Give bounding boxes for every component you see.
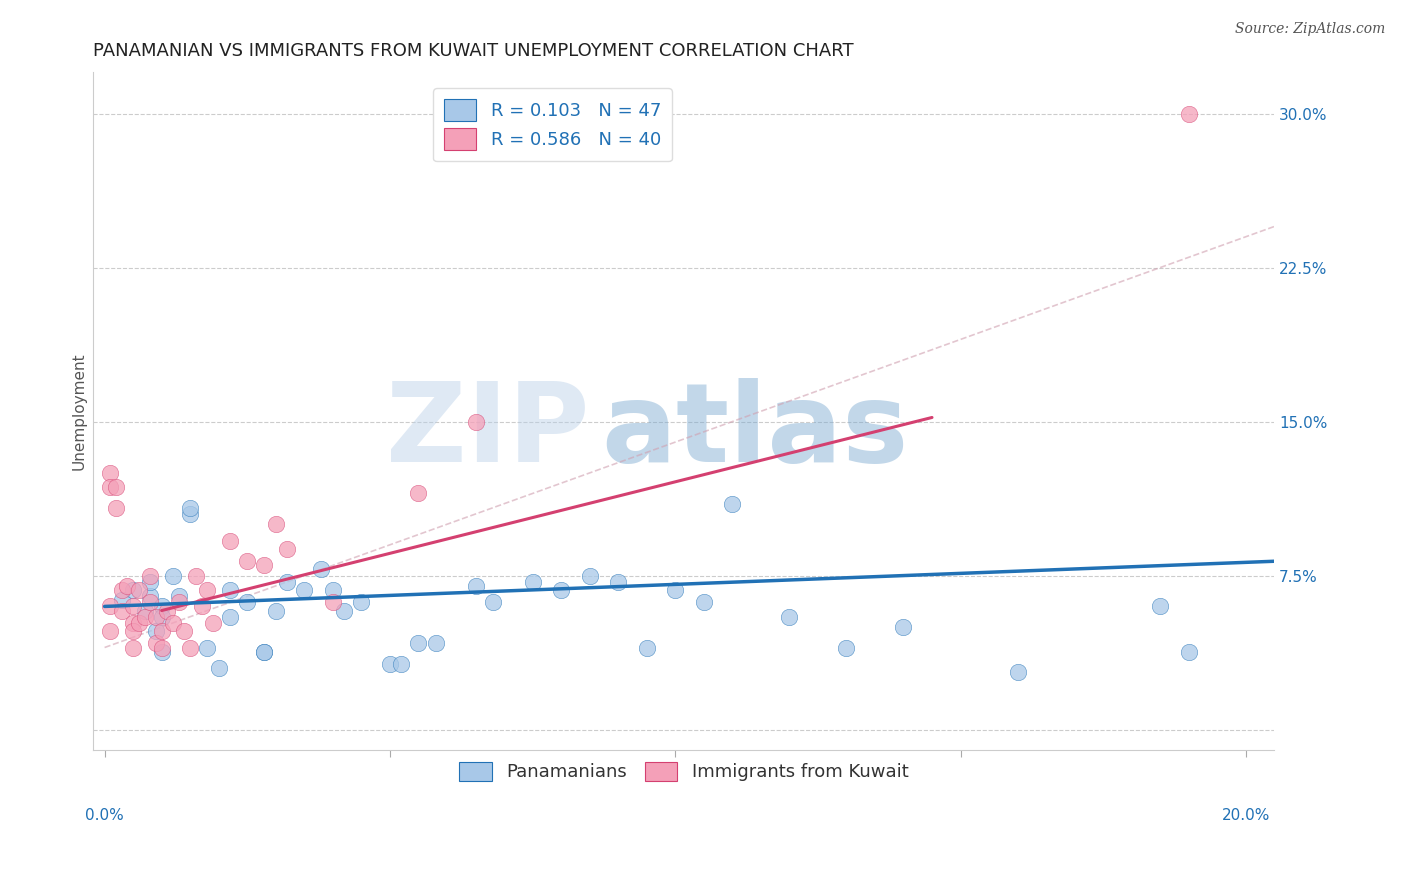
Point	[389, 657, 412, 671]
Point	[179, 500, 201, 515]
Point	[292, 582, 315, 597]
Point	[134, 603, 156, 617]
Point	[893, 620, 915, 634]
Point	[1178, 645, 1201, 659]
Point	[139, 589, 162, 603]
Point	[122, 615, 145, 630]
Point	[253, 645, 276, 659]
Point	[522, 574, 544, 589]
Point	[162, 568, 184, 582]
Point	[173, 624, 195, 638]
Point	[139, 568, 162, 582]
Point	[202, 615, 225, 630]
Point	[139, 595, 162, 609]
Point	[98, 624, 121, 638]
Point	[117, 579, 139, 593]
Point	[253, 645, 276, 659]
Point	[150, 645, 173, 659]
Point	[835, 640, 858, 655]
Point	[98, 466, 121, 480]
Text: 0.0%: 0.0%	[86, 808, 124, 822]
Point	[778, 609, 800, 624]
Point	[253, 558, 276, 573]
Text: PANAMANIAN VS IMMIGRANTS FROM KUWAIT UNEMPLOYMENT CORRELATION CHART: PANAMANIAN VS IMMIGRANTS FROM KUWAIT UNE…	[93, 42, 853, 60]
Point	[111, 593, 134, 607]
Point	[128, 615, 150, 630]
Point	[167, 595, 190, 609]
Point	[122, 624, 145, 638]
Point	[1178, 106, 1201, 120]
Point	[98, 599, 121, 614]
Text: atlas: atlas	[602, 378, 908, 485]
Point	[122, 599, 145, 614]
Point	[184, 568, 207, 582]
Point	[408, 636, 430, 650]
Point	[105, 480, 128, 494]
Point	[150, 640, 173, 655]
Point	[150, 609, 173, 624]
Point	[145, 624, 167, 638]
Point	[190, 599, 212, 614]
Point	[122, 640, 145, 655]
Point	[693, 595, 716, 609]
Point	[219, 609, 242, 624]
Point	[721, 497, 744, 511]
Point	[607, 574, 630, 589]
Point	[311, 562, 333, 576]
Point	[481, 595, 503, 609]
Point	[128, 582, 150, 597]
Point	[105, 500, 128, 515]
Point	[350, 595, 373, 609]
Point	[464, 415, 486, 429]
Point	[378, 657, 401, 671]
Point	[195, 640, 218, 655]
Point	[578, 568, 600, 582]
Point	[145, 636, 167, 650]
Point	[219, 582, 242, 597]
Point	[111, 603, 134, 617]
Point	[111, 582, 134, 597]
Text: Source: ZipAtlas.com: Source: ZipAtlas.com	[1234, 22, 1385, 37]
Point	[333, 603, 356, 617]
Point	[550, 582, 572, 597]
Point	[1149, 599, 1171, 614]
Point	[636, 640, 658, 655]
Point	[264, 603, 287, 617]
Point	[134, 609, 156, 624]
Point	[408, 486, 430, 500]
Point	[219, 533, 242, 548]
Point	[276, 574, 298, 589]
Text: 20.0%: 20.0%	[1222, 808, 1270, 822]
Point	[150, 624, 173, 638]
Y-axis label: Unemployment: Unemployment	[72, 352, 86, 470]
Point	[425, 636, 447, 650]
Point	[150, 599, 173, 614]
Point	[208, 661, 231, 675]
Point	[195, 582, 218, 597]
Point	[464, 579, 486, 593]
Point	[145, 609, 167, 624]
Point	[664, 582, 686, 597]
Point	[322, 582, 344, 597]
Point	[98, 480, 121, 494]
Point	[1007, 665, 1029, 680]
Point	[276, 541, 298, 556]
Point	[162, 615, 184, 630]
Point	[236, 554, 259, 568]
Point	[167, 589, 190, 603]
Point	[264, 517, 287, 532]
Point	[179, 640, 201, 655]
Point	[236, 595, 259, 609]
Point	[156, 603, 179, 617]
Legend: Panamanians, Immigrants from Kuwait: Panamanians, Immigrants from Kuwait	[451, 755, 915, 789]
Point	[139, 574, 162, 589]
Point	[179, 507, 201, 521]
Point	[122, 582, 145, 597]
Text: ZIP: ZIP	[385, 378, 589, 485]
Point	[322, 595, 344, 609]
